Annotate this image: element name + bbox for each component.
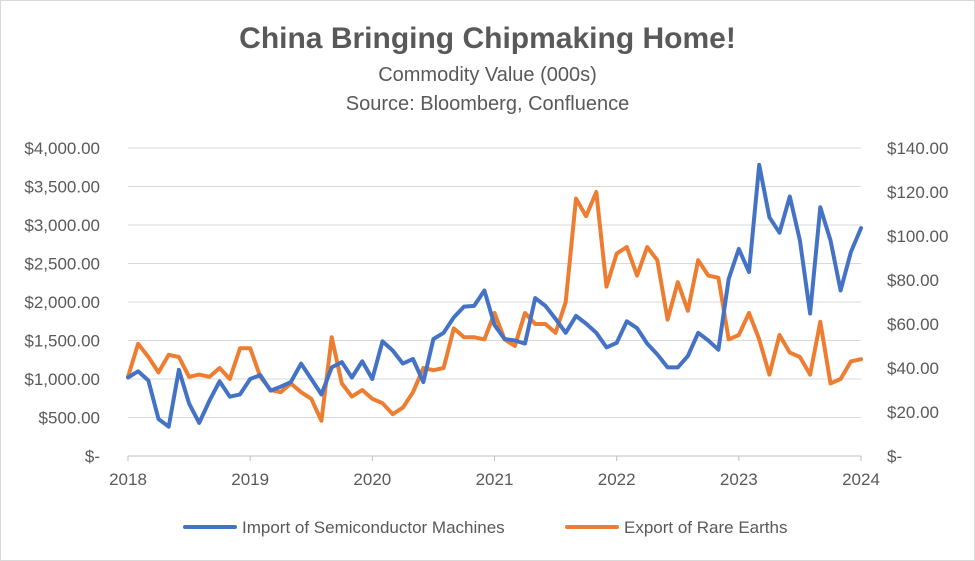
left-tick-label: $3,500.00 [24,178,100,197]
left-tick-label: $2,000.00 [24,293,100,312]
x-tick-label: 2020 [353,470,391,489]
right-tick-label: $120.00 [887,183,948,202]
left-tick-label: $500.00 [39,409,100,428]
right-tick-label: $- [887,447,902,466]
left-tick-label: $3,000.00 [24,216,100,235]
right-tick-label: $80.00 [887,271,939,290]
chart-subtitle-units: Commodity Value (000s) [378,64,597,86]
legend-item: Import of Semiconductor Machines [183,518,505,537]
gridlines [128,147,861,418]
right-tick-label: $40.00 [887,359,939,378]
right-tick-label: $100.00 [887,227,948,246]
left-tick-label: $4,000.00 [24,139,100,158]
x-axis: 2018 2019 2020 2021 2022 2023 2024 [109,455,880,489]
x-tick-label: 2023 [720,470,758,489]
legend-label: Export of Rare Earths [624,518,787,537]
right-tick-label: $60.00 [887,315,939,334]
x-tick-label: 2024 [842,470,880,489]
left-tick-label: $1,000.00 [24,370,100,389]
chart-subtitle-source: Source: Bloomberg, Confluence [345,93,630,115]
right-tick-label: $140.00 [887,139,948,158]
left-y-axis: $- $500.00 $1,000.00 $1,500.00 $2,000.00 $2,5… [24,139,100,466]
x-tick-label: 2022 [598,470,636,489]
legend-item: Export of Rare Earths [565,518,787,537]
right-y-axis: $- $20.00 $40.00 $60.00 $80.00 $100.00 $120.00… [887,139,948,466]
x-tick-label: 2018 [109,470,147,489]
series-line-rare-earth-exports [126,190,863,423]
left-tick-label: $- [85,447,100,466]
legend: Import of Semiconductor Machines Export o… [183,518,787,537]
left-tick-label: $1,500.00 [24,332,100,351]
x-tick-label: 2021 [476,470,514,489]
right-tick-label: $20.00 [887,403,939,422]
chart-title: China Bringing Chipmaking Home! [239,22,736,55]
left-tick-label: $2,500.00 [24,255,100,274]
x-tick-label: 2019 [231,470,269,489]
series-line-semiconductor-imports [126,162,863,429]
legend-label: Import of Semiconductor Machines [242,518,505,537]
series-layer [126,162,863,429]
